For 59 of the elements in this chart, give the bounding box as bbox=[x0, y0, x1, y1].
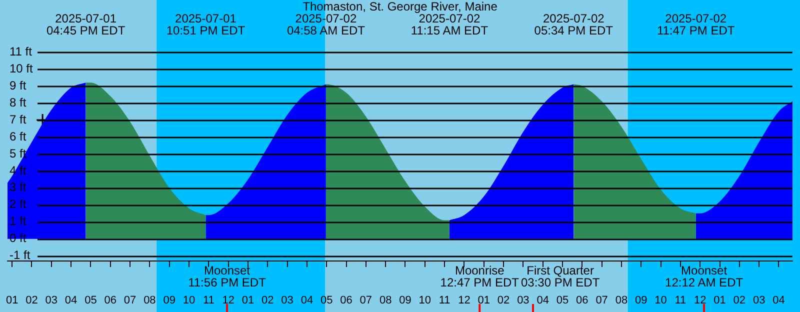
y-tick-label: 9 ft bbox=[10, 78, 27, 92]
x-tick-label: 03 bbox=[45, 294, 58, 307]
x-tick-label: 03 bbox=[281, 294, 294, 307]
x-tick-label: 09 bbox=[163, 294, 176, 307]
x-tick-label: 02 bbox=[26, 294, 38, 307]
x-tick-label: 04 bbox=[772, 294, 785, 307]
x-tick-label: 10 bbox=[418, 294, 432, 307]
x-tick-label: 11 bbox=[202, 294, 214, 307]
x-tick-label: 04 bbox=[300, 294, 314, 307]
x-tick-label: 09 bbox=[399, 294, 412, 307]
y-tick-label: 11 ft bbox=[10, 44, 33, 58]
x-tick-label: 10 bbox=[654, 294, 667, 307]
x-tick-label: 11 bbox=[674, 294, 686, 307]
y-tick-label: 2 ft bbox=[10, 197, 27, 212]
x-tick-label: 07 bbox=[124, 294, 136, 307]
x-tick-label: 10 bbox=[182, 294, 196, 307]
x-tick-label: 01 bbox=[242, 294, 254, 307]
x-tick-label: 07 bbox=[596, 294, 608, 307]
x-tick-label: 12 bbox=[458, 294, 470, 307]
y-tick-label: 6 ft bbox=[10, 129, 27, 144]
x-tick-label: 08 bbox=[615, 294, 628, 307]
x-tick-label: 04 bbox=[64, 294, 78, 307]
y-tick-label: 7 ft bbox=[10, 112, 27, 126]
x-tick-label: 12 bbox=[694, 294, 706, 307]
y-tick-label: 1 ft bbox=[10, 214, 27, 228]
text: 2025-07-02 11:47 PM EDT bbox=[656, 11, 736, 38]
x-tick-label: 12 bbox=[222, 294, 234, 307]
y-tick-label: 4 ft bbox=[10, 163, 27, 178]
x-tick-label: 08 bbox=[379, 294, 392, 307]
x-tick-label: 09 bbox=[635, 294, 648, 307]
ref-line-label: First Quarter 03:30 PM EDT bbox=[520, 263, 600, 290]
y-tick-label: -1 ft bbox=[10, 248, 31, 262]
y-tick-label: 10 ft bbox=[10, 61, 34, 76]
x-tick-label: 02 bbox=[497, 294, 510, 307]
x-tick-label: 07 bbox=[360, 294, 372, 307]
text: 2025-07-01 04:45 PM EDT bbox=[46, 11, 126, 38]
x-tick-label: 02 bbox=[733, 294, 746, 307]
x-tick-label: 01 bbox=[478, 294, 490, 307]
y-tick-label: 3 ft bbox=[10, 180, 27, 194]
y-tick-label: 5 ft bbox=[10, 146, 27, 160]
x-tick-label: 02 bbox=[262, 294, 274, 307]
x-tick-label: 06 bbox=[576, 294, 588, 307]
text: 2025-07-01 10:51 PM EDT bbox=[166, 11, 246, 38]
y-tick-label: 8 ft bbox=[10, 95, 27, 110]
x-tick-label: 11 bbox=[438, 294, 450, 307]
x-tick-label: 01 bbox=[714, 294, 726, 307]
ref-line-label: Moonrise 12:47 PM EDT bbox=[440, 263, 520, 290]
ref-line-label: Moonset 12:12 AM EDT bbox=[665, 263, 744, 290]
x-tick-label: 03 bbox=[752, 294, 766, 307]
x-tick-label: 04 bbox=[536, 294, 549, 307]
x-tick-label: 05 bbox=[556, 294, 569, 307]
ref-line-label: Moonset 11:56 PM EDT bbox=[188, 263, 267, 290]
x-tick-label: 03 bbox=[517, 294, 530, 307]
x-tick-label: 06 bbox=[104, 294, 116, 307]
x-tick-label: 08 bbox=[144, 294, 156, 307]
x-tick-label: 06 bbox=[340, 294, 352, 307]
text: 2025-07-02 05:34 PM EDT bbox=[534, 11, 614, 38]
x-tick-label: 01 bbox=[6, 294, 18, 307]
x-tick-label: 05 bbox=[84, 294, 97, 307]
